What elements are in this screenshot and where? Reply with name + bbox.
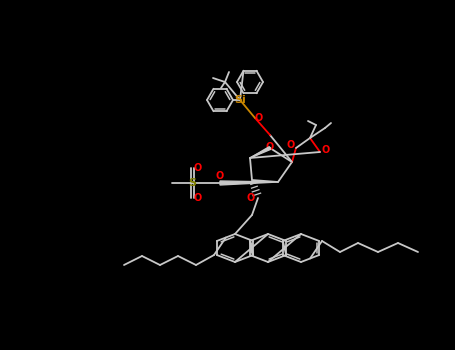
Text: O: O: [255, 113, 263, 123]
Text: O: O: [194, 163, 202, 173]
Text: O: O: [247, 193, 255, 203]
Polygon shape: [250, 147, 271, 158]
Text: O: O: [216, 171, 224, 181]
Text: O: O: [322, 145, 330, 155]
Text: S: S: [188, 178, 196, 188]
Text: O: O: [194, 193, 202, 203]
Text: Si: Si: [234, 95, 246, 105]
Text: O: O: [266, 142, 274, 152]
Text: O: O: [287, 140, 295, 150]
Polygon shape: [220, 181, 278, 185]
